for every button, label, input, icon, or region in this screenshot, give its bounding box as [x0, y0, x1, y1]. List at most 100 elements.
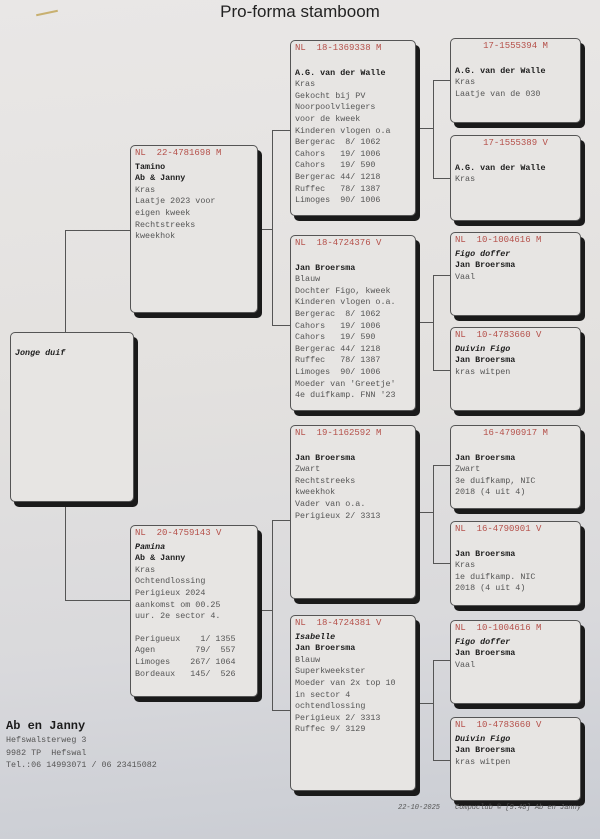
- bird-info-line: in sector 4: [295, 689, 351, 700]
- footer-date: 22-10-2025: [398, 804, 441, 812]
- owner-block: Ab en Janny Hefswalsterweg 3 9982 TP Hef…: [6, 718, 157, 772]
- spacer: [295, 252, 411, 263]
- ring-number: NL 18-4724376 V: [295, 238, 382, 248]
- bird-info-line: A.G. van der Walle: [455, 162, 546, 173]
- bird-info-line: eigen kweek: [135, 207, 191, 218]
- connector-line: [433, 660, 434, 760]
- pedigree-box-sire: NL 22-4781698 M Tamino Ab & Janny Kras Laatj…: [130, 145, 258, 313]
- ring-number: NL 10-4783660 V: [455, 720, 542, 730]
- bird-info-line: 2018 (4 uit 4): [455, 583, 526, 594]
- bird-info-line: Figo doffer: [455, 636, 511, 647]
- connector-line: [433, 80, 450, 81]
- ring-number: NL 10-4783660 V: [455, 330, 542, 340]
- connector-line: [65, 600, 130, 601]
- bird-info-line: Agen 79/ 557: [135, 645, 236, 656]
- bird-info-line: Tamino: [135, 161, 166, 172]
- owner-phone: Tel.:06 14993071 / 06 23415082: [6, 760, 157, 770]
- bird-info-line: Jan Broersma: [455, 260, 516, 271]
- connector-line: [433, 178, 450, 179]
- bird-info-line: kras witpen: [455, 366, 511, 377]
- bird-info-line: Moeder van 2x top 10: [295, 677, 396, 688]
- bird-info-line: Jan Broersma: [455, 452, 516, 463]
- bird-info-line: Cahors 19/ 590: [295, 332, 376, 343]
- bird-info-line: Laatje van de 030: [455, 88, 541, 99]
- bird-info-line: Superkweekster: [295, 666, 366, 677]
- bird-info-line: Blauw: [295, 654, 321, 665]
- bird-info-line: Figo doffer: [455, 248, 511, 259]
- bird-info-line: Cahors 19/ 590: [295, 160, 376, 171]
- pedigree-box-ssd: 17-1555389 V A.G. van der Walle Kras: [450, 135, 581, 221]
- bird-info-line: Kinderen vlogen o.a: [295, 125, 391, 136]
- ring-number: NL 20-4759143 V: [135, 528, 222, 538]
- connector-line: [272, 520, 273, 710]
- connector-line: [416, 128, 433, 129]
- bird-info-line: Jan Broersma: [295, 643, 356, 654]
- bird-info-line: Ruffec 9/ 3129: [295, 724, 366, 735]
- pedigree-box-dam: NL 20-4759143 V Pamina Ab & Janny Kras Ochte…: [130, 525, 258, 697]
- connector-line: [433, 80, 434, 178]
- bird-info-line: kras witpen: [455, 756, 511, 767]
- ring-number: NL 18-4724381 V: [295, 618, 382, 628]
- connector-line: [65, 230, 130, 231]
- owner-name: Ab en Janny: [6, 719, 86, 733]
- bird-info-line: Vaal: [455, 659, 476, 670]
- bird-info-line: Ruffec 78/ 1387: [295, 355, 381, 366]
- page-title: Pro-forma stamboom: [220, 2, 380, 21]
- bird-info-line: 2018 (4 uit 4): [455, 487, 526, 498]
- bird-info-line: 3e duifkamp, NIC: [455, 475, 536, 486]
- bird-info-line: Bergerac 44/ 1218: [295, 171, 381, 182]
- bird-info-line: Jan Broersma: [455, 548, 516, 559]
- bird-info-line: Kras: [455, 560, 476, 571]
- bird-info-line: Perigieux 2/ 3313: [295, 510, 381, 521]
- connector-line: [433, 760, 450, 761]
- connector-line: [433, 465, 434, 563]
- pedigree-box-sdd: NL 10-4783660 V Duivin Figo Jan Broersma kr…: [450, 327, 581, 411]
- bird-info-line: A.G. van der Walle: [455, 65, 546, 76]
- bird-info-line: Limoges 267/ 1064: [135, 656, 236, 667]
- bird-info-line: Kinderen vlogen o.a.: [295, 297, 396, 308]
- connector-line: [433, 275, 450, 276]
- bird-info-line: Perigueux 1/ 1355: [135, 633, 236, 644]
- bird-info-line: Jan Broersma: [455, 648, 516, 659]
- bird-info-line: Ochtendlossing: [135, 576, 206, 587]
- bird-info-line: Rechtstreeks: [135, 219, 196, 230]
- bird-info-line: voor de kweek: [295, 113, 361, 124]
- spacer: [455, 55, 576, 66]
- spacer: [455, 538, 576, 549]
- connector-line: [433, 465, 450, 466]
- connector-line: [433, 563, 450, 564]
- ring-number: NL 18-1369338 M: [295, 43, 382, 53]
- bird-info-line: ochtendlossing: [295, 701, 366, 712]
- bird-info-line: Pamina: [135, 541, 166, 552]
- ring-number: NL 16-4790901 V: [455, 524, 542, 534]
- connector-line: [272, 130, 290, 131]
- connector-line: [272, 710, 290, 711]
- bird-info-line: Kras: [295, 79, 316, 90]
- bird-info-line: Duivin Figo: [455, 733, 511, 744]
- connector-line: [416, 512, 433, 513]
- connector-line: [258, 610, 272, 611]
- connector-line: [433, 370, 450, 371]
- bird-info-line: Rechtstreeks: [295, 475, 356, 486]
- ring-number: NL 22-4781698 M: [135, 148, 222, 158]
- spacer: [455, 442, 576, 453]
- bird-info-line: Gekocht bij PV: [295, 90, 366, 101]
- pedigree-box-dds: NL 10-1004616 M Figo doffer Jan Broersma Va…: [450, 620, 581, 704]
- bird-info-line: Perigieux 2/ 3313: [295, 712, 381, 723]
- pedigree-box-dsd: NL 16-4790901 V Jan Broersma Kras 1e duifka…: [450, 521, 581, 606]
- bird-info-line: Zwart: [295, 464, 321, 475]
- bird-info-line: Limoges 90/ 1006: [295, 366, 381, 377]
- bird-info-line: Duivin Figo: [455, 343, 511, 354]
- connector-line: [272, 130, 273, 325]
- subject-label: Jonge duif: [15, 348, 66, 358]
- connector-line: [416, 322, 433, 323]
- connector-line: [433, 660, 450, 661]
- bird-info-line: Bergerac 8/ 1062: [295, 137, 381, 148]
- spacer: [295, 442, 411, 453]
- bird-info-line: Jan Broersma: [295, 452, 356, 463]
- ring-number: 17-1555394 M: [483, 41, 548, 51]
- bird-info-line: Kras: [135, 184, 156, 195]
- bird-info-line: Ab & Janny: [135, 173, 186, 184]
- pedigree-box-sds: NL 10-1004616 M Figo doffer Jan Broersma Va…: [450, 232, 581, 316]
- pedigree-box-sss: 17-1555394 M A.G. van der Walle Kras Laatje…: [450, 38, 581, 123]
